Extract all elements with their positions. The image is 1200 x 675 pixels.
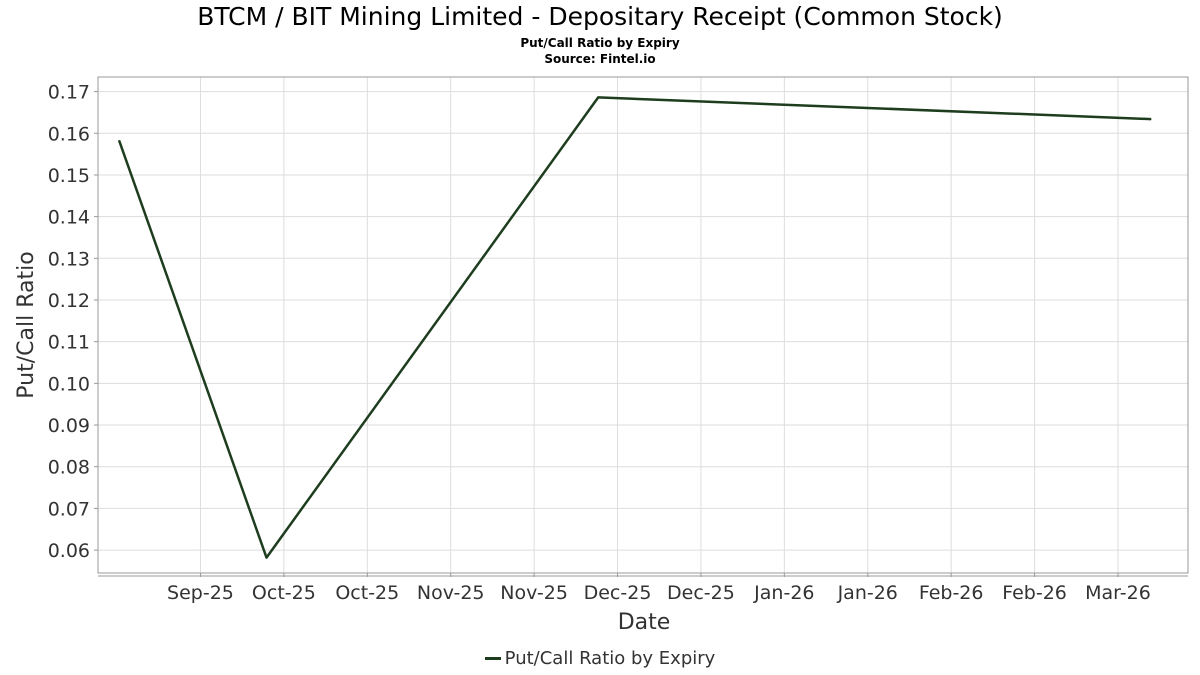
x-tick-label: Dec-25 <box>667 582 735 604</box>
x-axis-ticks: Sep-25 Oct-25 Oct-25 Nov-25 Nov-25 Dec-25 Dec-… <box>98 573 1188 604</box>
y-tick-label: 0.16 <box>48 123 90 145</box>
chart-source: Source: Fintel.io <box>544 52 656 66</box>
x-tick-label: Feb-26 <box>919 582 984 604</box>
x-tick-label: Feb-26 <box>1002 582 1067 604</box>
y-tick-label: 0.15 <box>48 165 90 187</box>
x-tick-label: Oct-25 <box>252 582 316 604</box>
data-point <box>1150 118 1152 120</box>
y-tick-label: 0.09 <box>48 415 90 437</box>
y-tick-label: 0.14 <box>48 207 90 229</box>
series-lines <box>117 96 1152 559</box>
y-tick-label: 0.11 <box>48 332 90 354</box>
data-point <box>266 557 268 559</box>
x-tick-label: Sep-25 <box>167 582 234 604</box>
grid-lines <box>98 77 1188 573</box>
y-axis-label: Put/Call Ratio <box>14 251 39 398</box>
chart-title: BTCM / BIT Mining Limited - Depositary R… <box>197 2 1003 31</box>
chart-subtitle: Put/Call Ratio by Expiry <box>520 36 680 50</box>
legend: Put/Call Ratio by Expiry <box>0 648 1200 669</box>
x-tick-label: Nov-25 <box>417 582 485 604</box>
x-tick-label: Jan-26 <box>753 582 814 604</box>
series-line <box>117 96 1152 559</box>
y-tick-label: 0.12 <box>48 290 90 312</box>
legend-swatch <box>484 657 501 660</box>
y-tick-label: 0.06 <box>48 540 90 562</box>
x-tick-label: Mar-26 <box>1085 582 1151 604</box>
plot-frame <box>97 76 1189 574</box>
legend-label: Put/Call Ratio by Expiry <box>504 648 716 669</box>
y-tick-label: 0.07 <box>48 498 90 520</box>
data-point <box>118 139 120 141</box>
x-tick-label: Jan-26 <box>837 582 898 604</box>
x-tick-label: Nov-25 <box>500 582 568 604</box>
y-tick-label: 0.13 <box>48 248 90 270</box>
y-axis-ticks: 0.06 0.07 0.08 0.09 0.10 0.11 0.12 0.13 0.14 0.15… <box>48 82 98 562</box>
x-axis-label: Date <box>618 610 671 635</box>
x-tick-label: Oct-25 <box>335 582 399 604</box>
data-point <box>597 96 599 98</box>
y-tick-label: 0.17 <box>48 82 90 104</box>
y-tick-label: 0.10 <box>48 373 90 395</box>
y-tick-label: 0.08 <box>48 457 90 479</box>
x-tick-label: Dec-25 <box>584 582 652 604</box>
